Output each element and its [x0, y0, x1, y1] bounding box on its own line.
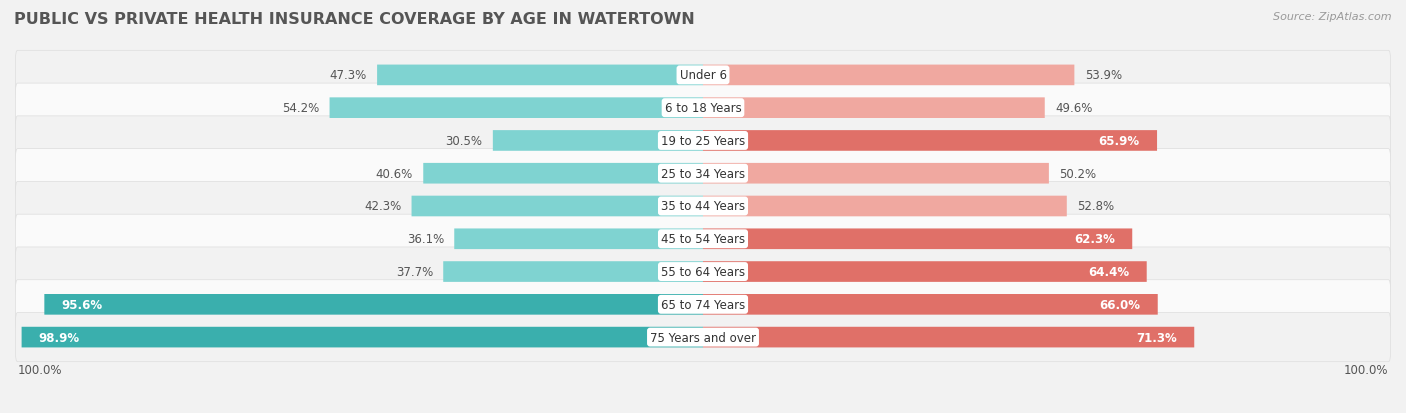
FancyBboxPatch shape	[703, 261, 1147, 282]
Text: 65.9%: 65.9%	[1098, 135, 1140, 147]
Text: Source: ZipAtlas.com: Source: ZipAtlas.com	[1274, 12, 1392, 22]
Text: 47.3%: 47.3%	[329, 69, 367, 82]
Text: 35 to 44 Years: 35 to 44 Years	[661, 200, 745, 213]
Text: 6 to 18 Years: 6 to 18 Years	[665, 102, 741, 115]
Text: 25 to 34 Years: 25 to 34 Years	[661, 167, 745, 180]
Text: 55 to 64 Years: 55 to 64 Years	[661, 266, 745, 278]
Text: 36.1%: 36.1%	[406, 233, 444, 246]
FancyBboxPatch shape	[703, 196, 1067, 217]
Text: 98.9%: 98.9%	[39, 331, 80, 344]
Text: Under 6: Under 6	[679, 69, 727, 82]
FancyBboxPatch shape	[703, 327, 1194, 348]
FancyBboxPatch shape	[15, 149, 1391, 198]
Text: 54.2%: 54.2%	[283, 102, 319, 115]
FancyBboxPatch shape	[15, 84, 1391, 133]
FancyBboxPatch shape	[329, 98, 703, 119]
FancyBboxPatch shape	[15, 280, 1391, 329]
FancyBboxPatch shape	[423, 164, 703, 184]
FancyBboxPatch shape	[15, 51, 1391, 100]
Text: 75 Years and over: 75 Years and over	[650, 331, 756, 344]
FancyBboxPatch shape	[443, 261, 703, 282]
FancyBboxPatch shape	[21, 327, 703, 348]
Text: 53.9%: 53.9%	[1084, 69, 1122, 82]
Text: 37.7%: 37.7%	[395, 266, 433, 278]
Text: 71.3%: 71.3%	[1136, 331, 1177, 344]
FancyBboxPatch shape	[15, 313, 1391, 362]
Text: 30.5%: 30.5%	[446, 135, 482, 147]
Text: 64.4%: 64.4%	[1088, 266, 1129, 278]
Text: 95.6%: 95.6%	[62, 298, 103, 311]
Text: 66.0%: 66.0%	[1099, 298, 1140, 311]
FancyBboxPatch shape	[454, 229, 703, 249]
FancyBboxPatch shape	[15, 215, 1391, 264]
Text: 19 to 25 Years: 19 to 25 Years	[661, 135, 745, 147]
FancyBboxPatch shape	[15, 247, 1391, 297]
FancyBboxPatch shape	[494, 131, 703, 152]
FancyBboxPatch shape	[703, 65, 1074, 86]
Text: 40.6%: 40.6%	[375, 167, 413, 180]
FancyBboxPatch shape	[15, 182, 1391, 231]
FancyBboxPatch shape	[703, 229, 1132, 249]
Text: 45 to 54 Years: 45 to 54 Years	[661, 233, 745, 246]
FancyBboxPatch shape	[15, 116, 1391, 166]
FancyBboxPatch shape	[703, 294, 1157, 315]
FancyBboxPatch shape	[703, 131, 1157, 152]
Text: 100.0%: 100.0%	[1344, 363, 1389, 376]
Text: PUBLIC VS PRIVATE HEALTH INSURANCE COVERAGE BY AGE IN WATERTOWN: PUBLIC VS PRIVATE HEALTH INSURANCE COVER…	[14, 12, 695, 27]
Text: 100.0%: 100.0%	[17, 363, 62, 376]
Text: 42.3%: 42.3%	[364, 200, 401, 213]
Text: 65 to 74 Years: 65 to 74 Years	[661, 298, 745, 311]
Text: 52.8%: 52.8%	[1077, 200, 1114, 213]
FancyBboxPatch shape	[377, 65, 703, 86]
FancyBboxPatch shape	[703, 164, 1049, 184]
FancyBboxPatch shape	[703, 98, 1045, 119]
FancyBboxPatch shape	[45, 294, 703, 315]
Text: 49.6%: 49.6%	[1054, 102, 1092, 115]
Text: 62.3%: 62.3%	[1074, 233, 1115, 246]
Text: 50.2%: 50.2%	[1059, 167, 1097, 180]
FancyBboxPatch shape	[412, 196, 703, 217]
